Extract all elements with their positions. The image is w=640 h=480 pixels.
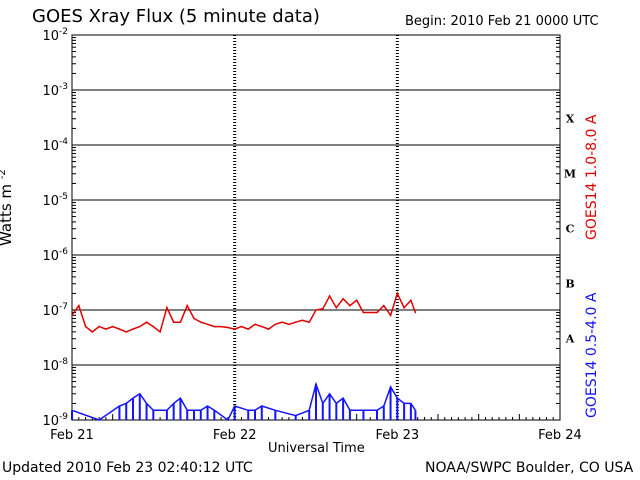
series-point-long xyxy=(294,321,297,324)
flare-class-label: B xyxy=(565,278,574,291)
y-tick-label: 10-9 xyxy=(42,412,68,429)
flare-class-label: M xyxy=(564,168,576,181)
updated-timestamp: Updated 2010 Feb 23 02:40:12 UTC xyxy=(2,460,253,476)
series-point-long xyxy=(152,325,155,328)
series-point-long xyxy=(84,325,87,328)
series-point-long xyxy=(403,306,405,309)
series-point-long xyxy=(240,325,243,328)
series-point-long xyxy=(145,321,148,324)
series-point-long xyxy=(281,321,283,324)
series-point-long xyxy=(369,311,372,314)
series-point-long xyxy=(362,311,365,314)
series-point-long xyxy=(328,295,331,297)
series-point-long xyxy=(274,323,277,326)
series-point-long xyxy=(227,326,229,329)
series-point-long xyxy=(220,325,222,328)
begin-timestamp: Begin: 2010 Feb 21 0000 UTC xyxy=(405,14,599,29)
series-point-long xyxy=(254,323,256,326)
x-tick-label: Feb 23 xyxy=(375,428,419,443)
flare-class-label: X xyxy=(566,113,575,126)
series-point-long xyxy=(179,321,182,324)
series-point-long xyxy=(193,317,195,320)
source-credit: NOAA/SWPC Boulder, CO USA xyxy=(425,460,634,476)
series-point-long xyxy=(118,328,121,330)
series-point-long xyxy=(382,304,385,307)
series-point-long xyxy=(98,325,100,328)
series-point-long xyxy=(247,328,250,330)
series-point-long xyxy=(233,328,236,330)
series-point-long xyxy=(376,311,378,314)
flare-class-label: A xyxy=(565,333,575,346)
series-point-long xyxy=(132,328,134,330)
series-point-long xyxy=(342,297,344,300)
series-point-long xyxy=(260,325,263,328)
series-point-long xyxy=(414,311,417,314)
flare-class-label: C xyxy=(566,223,575,236)
series-point-long xyxy=(166,306,168,309)
x-tick-label: Feb 22 xyxy=(213,428,257,443)
series-point-long xyxy=(410,299,412,302)
series-point-long xyxy=(186,304,189,307)
series-line-long xyxy=(71,291,417,334)
x-tick-label: Feb 24 xyxy=(538,428,582,443)
series-point-long xyxy=(301,319,304,322)
y-tick-label: 10-8 xyxy=(42,357,68,374)
chart-title: GOES Xray Flux (5 minute data) xyxy=(32,6,320,27)
series-point-long xyxy=(389,314,392,317)
series-point-long xyxy=(267,328,270,330)
series-point-long xyxy=(308,321,311,324)
series-point-long xyxy=(355,299,358,302)
series-point-long xyxy=(349,304,351,307)
series-point-long xyxy=(159,331,161,333)
series-point-long xyxy=(199,321,202,324)
series-point-long xyxy=(138,325,141,328)
series-point-long xyxy=(335,306,338,309)
series-point-long xyxy=(125,331,128,333)
series-point-long xyxy=(288,323,290,326)
series-point-long xyxy=(321,308,324,310)
y-tick-label: 10-6 xyxy=(42,247,68,264)
series-point-long xyxy=(91,331,94,333)
y-tick-label: 10-3 xyxy=(42,82,68,99)
series-point-long xyxy=(172,321,175,324)
y-tick-label: 10-4 xyxy=(42,137,68,154)
series-point-long xyxy=(206,323,209,326)
series-point-long xyxy=(315,309,317,311)
plot-frame xyxy=(71,34,561,421)
y-tick-label: 10-5 xyxy=(42,192,68,209)
x-tick-label: Feb 21 xyxy=(50,428,94,443)
y-tick-label: 10-7 xyxy=(42,302,68,319)
series-point-long xyxy=(396,292,399,295)
x-axis-label: Universal Time xyxy=(268,441,365,456)
series-point-long xyxy=(105,328,107,330)
series-point-long xyxy=(71,314,73,317)
series-point-long xyxy=(77,304,80,307)
series-point-long xyxy=(111,325,114,328)
y-tick-label: 10-2 xyxy=(42,27,68,44)
series-point-long xyxy=(213,325,216,328)
series-line-short xyxy=(71,381,417,422)
